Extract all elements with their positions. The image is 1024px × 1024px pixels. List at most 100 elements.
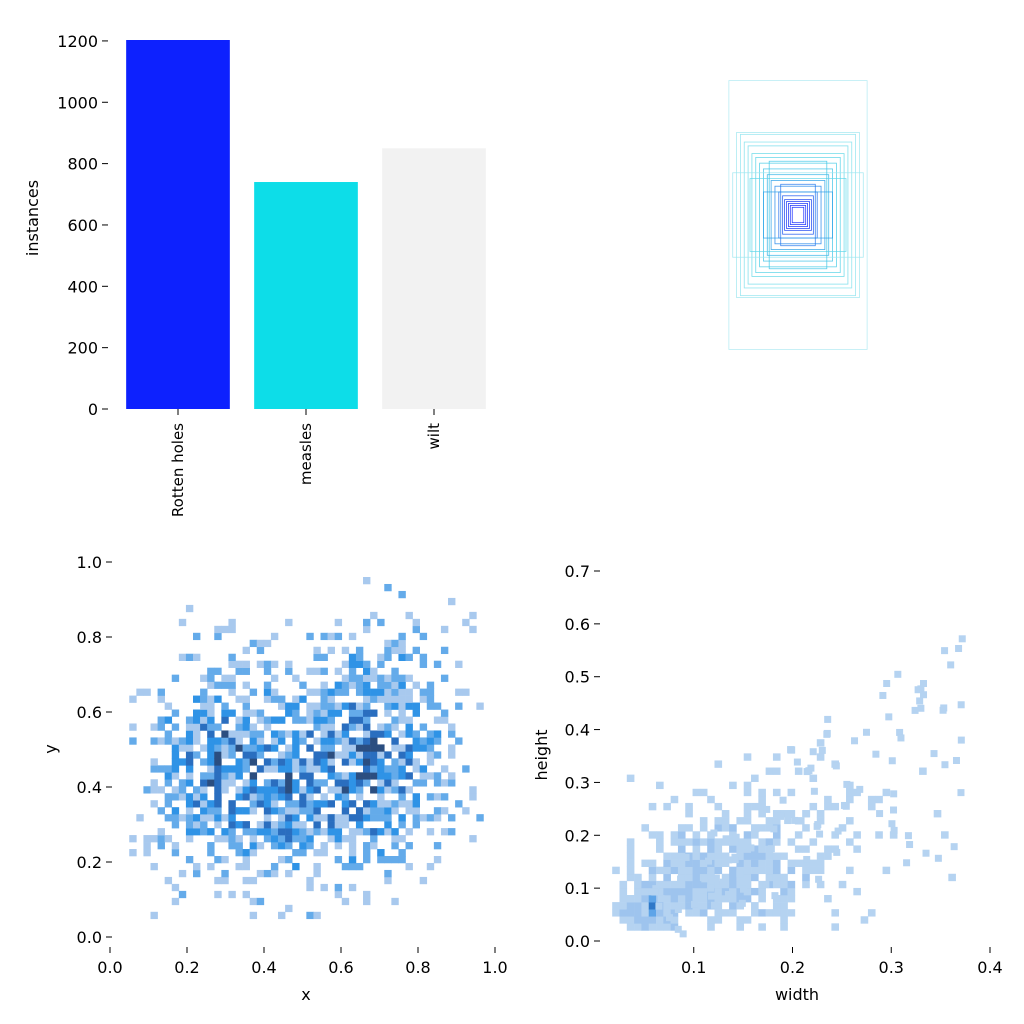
heatmap-cell	[405, 758, 413, 766]
heatmap-cell	[270, 807, 279, 815]
heatmap-cell	[157, 835, 165, 843]
heatmap-cell	[751, 845, 759, 853]
heatmap-cell	[377, 660, 385, 668]
heatmap-cell	[398, 814, 406, 822]
heatmap-cell	[419, 779, 428, 787]
heatmap-cell	[299, 807, 307, 815]
heatmap-cell	[256, 793, 265, 801]
heatmap-cell	[685, 866, 693, 875]
heatmap-cell	[426, 695, 435, 703]
heatmap-cell	[228, 772, 236, 780]
heatmap-cell	[313, 751, 321, 759]
heatmap-cell	[157, 695, 165, 703]
heatmap-cell	[242, 695, 250, 703]
heatmap-cell	[249, 835, 258, 843]
heatmap-cell	[370, 751, 378, 759]
heatmap-cell	[327, 744, 335, 752]
heatmap-cell	[334, 890, 343, 899]
bbox-outline	[788, 203, 809, 227]
heatmap-cell	[221, 835, 229, 843]
heatmap-cell	[348, 674, 357, 682]
heatmap-cell	[833, 848, 841, 856]
heatmap-cell	[355, 828, 364, 836]
heatmap-cell	[171, 772, 180, 780]
heatmap-cell	[405, 730, 413, 738]
heatmap-cell	[398, 835, 406, 843]
heatmap-cell	[823, 729, 831, 737]
heatmap-cell	[426, 751, 435, 759]
heatmap-cell	[178, 779, 187, 787]
heatmap-cell	[150, 835, 158, 843]
heatmap-cell	[292, 674, 300, 682]
heatmap-cell	[341, 646, 350, 655]
heatmap-cell	[846, 838, 854, 846]
heatmap-cell	[285, 814, 293, 822]
heatmap-cell	[419, 765, 428, 773]
heatmap-cell	[707, 923, 715, 931]
heatmap-cell	[341, 862, 350, 871]
heatmap-cell	[405, 674, 413, 682]
heatmap-cell	[185, 744, 194, 752]
heatmap-cell	[867, 909, 876, 917]
heatmap-cell	[185, 604, 194, 613]
heatmap-cell	[341, 660, 350, 668]
heatmap-cell	[334, 772, 343, 780]
heatmap-cell	[920, 691, 928, 699]
xy-y-axis-label: y	[41, 744, 60, 753]
heatmap-cell	[370, 800, 378, 808]
heatmap-cell	[270, 674, 279, 682]
bbox-outline	[774, 185, 822, 245]
heatmap-cell	[313, 814, 321, 822]
heatmap-cell	[193, 814, 201, 822]
heatmap-cell	[398, 849, 406, 857]
heatmap-cell	[448, 744, 456, 752]
heatmap-cell	[377, 800, 385, 808]
heatmap-cell	[890, 790, 898, 798]
heatmap-cell	[207, 723, 215, 731]
heatmap-cell	[178, 758, 187, 766]
heatmap-cell	[355, 807, 364, 815]
heatmap-cell	[412, 737, 420, 745]
heatmap-cell	[334, 842, 343, 850]
heatmap-cell	[679, 930, 687, 938]
heatmap-cell	[263, 758, 272, 766]
heatmap-cell	[699, 866, 708, 875]
heatmap-cell	[731, 853, 739, 861]
heatmap-cell	[677, 902, 686, 910]
heatmap-cell	[214, 632, 222, 641]
heatmap-cell	[193, 653, 201, 661]
heatmap-cell	[816, 880, 825, 889]
heatmap-cell	[221, 856, 229, 864]
heatmap-cell	[157, 688, 165, 696]
heatmap-cell	[677, 838, 686, 846]
heatmap-cell	[193, 695, 201, 703]
heatmap-cell	[235, 737, 243, 745]
heatmap-cell	[306, 800, 314, 808]
heatmap-cell	[313, 716, 321, 724]
heatmap-cell	[765, 824, 774, 832]
heatmap-cell	[677, 831, 686, 839]
heatmap-cell	[320, 730, 328, 738]
heatmap-cell	[355, 723, 364, 731]
heatmap-cell	[242, 716, 250, 724]
heatmap-cell	[462, 618, 470, 627]
heatmap-cell	[242, 786, 250, 794]
heatmap-cell	[779, 796, 787, 804]
heatmap-cell	[862, 728, 870, 736]
heatmap-cell	[270, 730, 279, 738]
heatmap-cell	[692, 831, 701, 839]
heatmap-cell	[412, 744, 420, 752]
heatmap-cell	[699, 817, 708, 825]
heatmap-cell	[448, 597, 456, 606]
heatmap-cell	[714, 760, 723, 768]
bbox-outline	[751, 153, 845, 277]
heatmap-cell	[200, 807, 208, 815]
heatmap-cell	[377, 814, 385, 822]
heatmap-cell	[634, 916, 642, 924]
heatmap-cell	[341, 737, 350, 745]
heatmap-cell	[802, 824, 810, 832]
heatmap-cell	[677, 875, 685, 883]
heatmap-cell	[278, 751, 286, 759]
heatmap-cell	[228, 828, 236, 836]
heatmap-cell	[200, 758, 208, 766]
